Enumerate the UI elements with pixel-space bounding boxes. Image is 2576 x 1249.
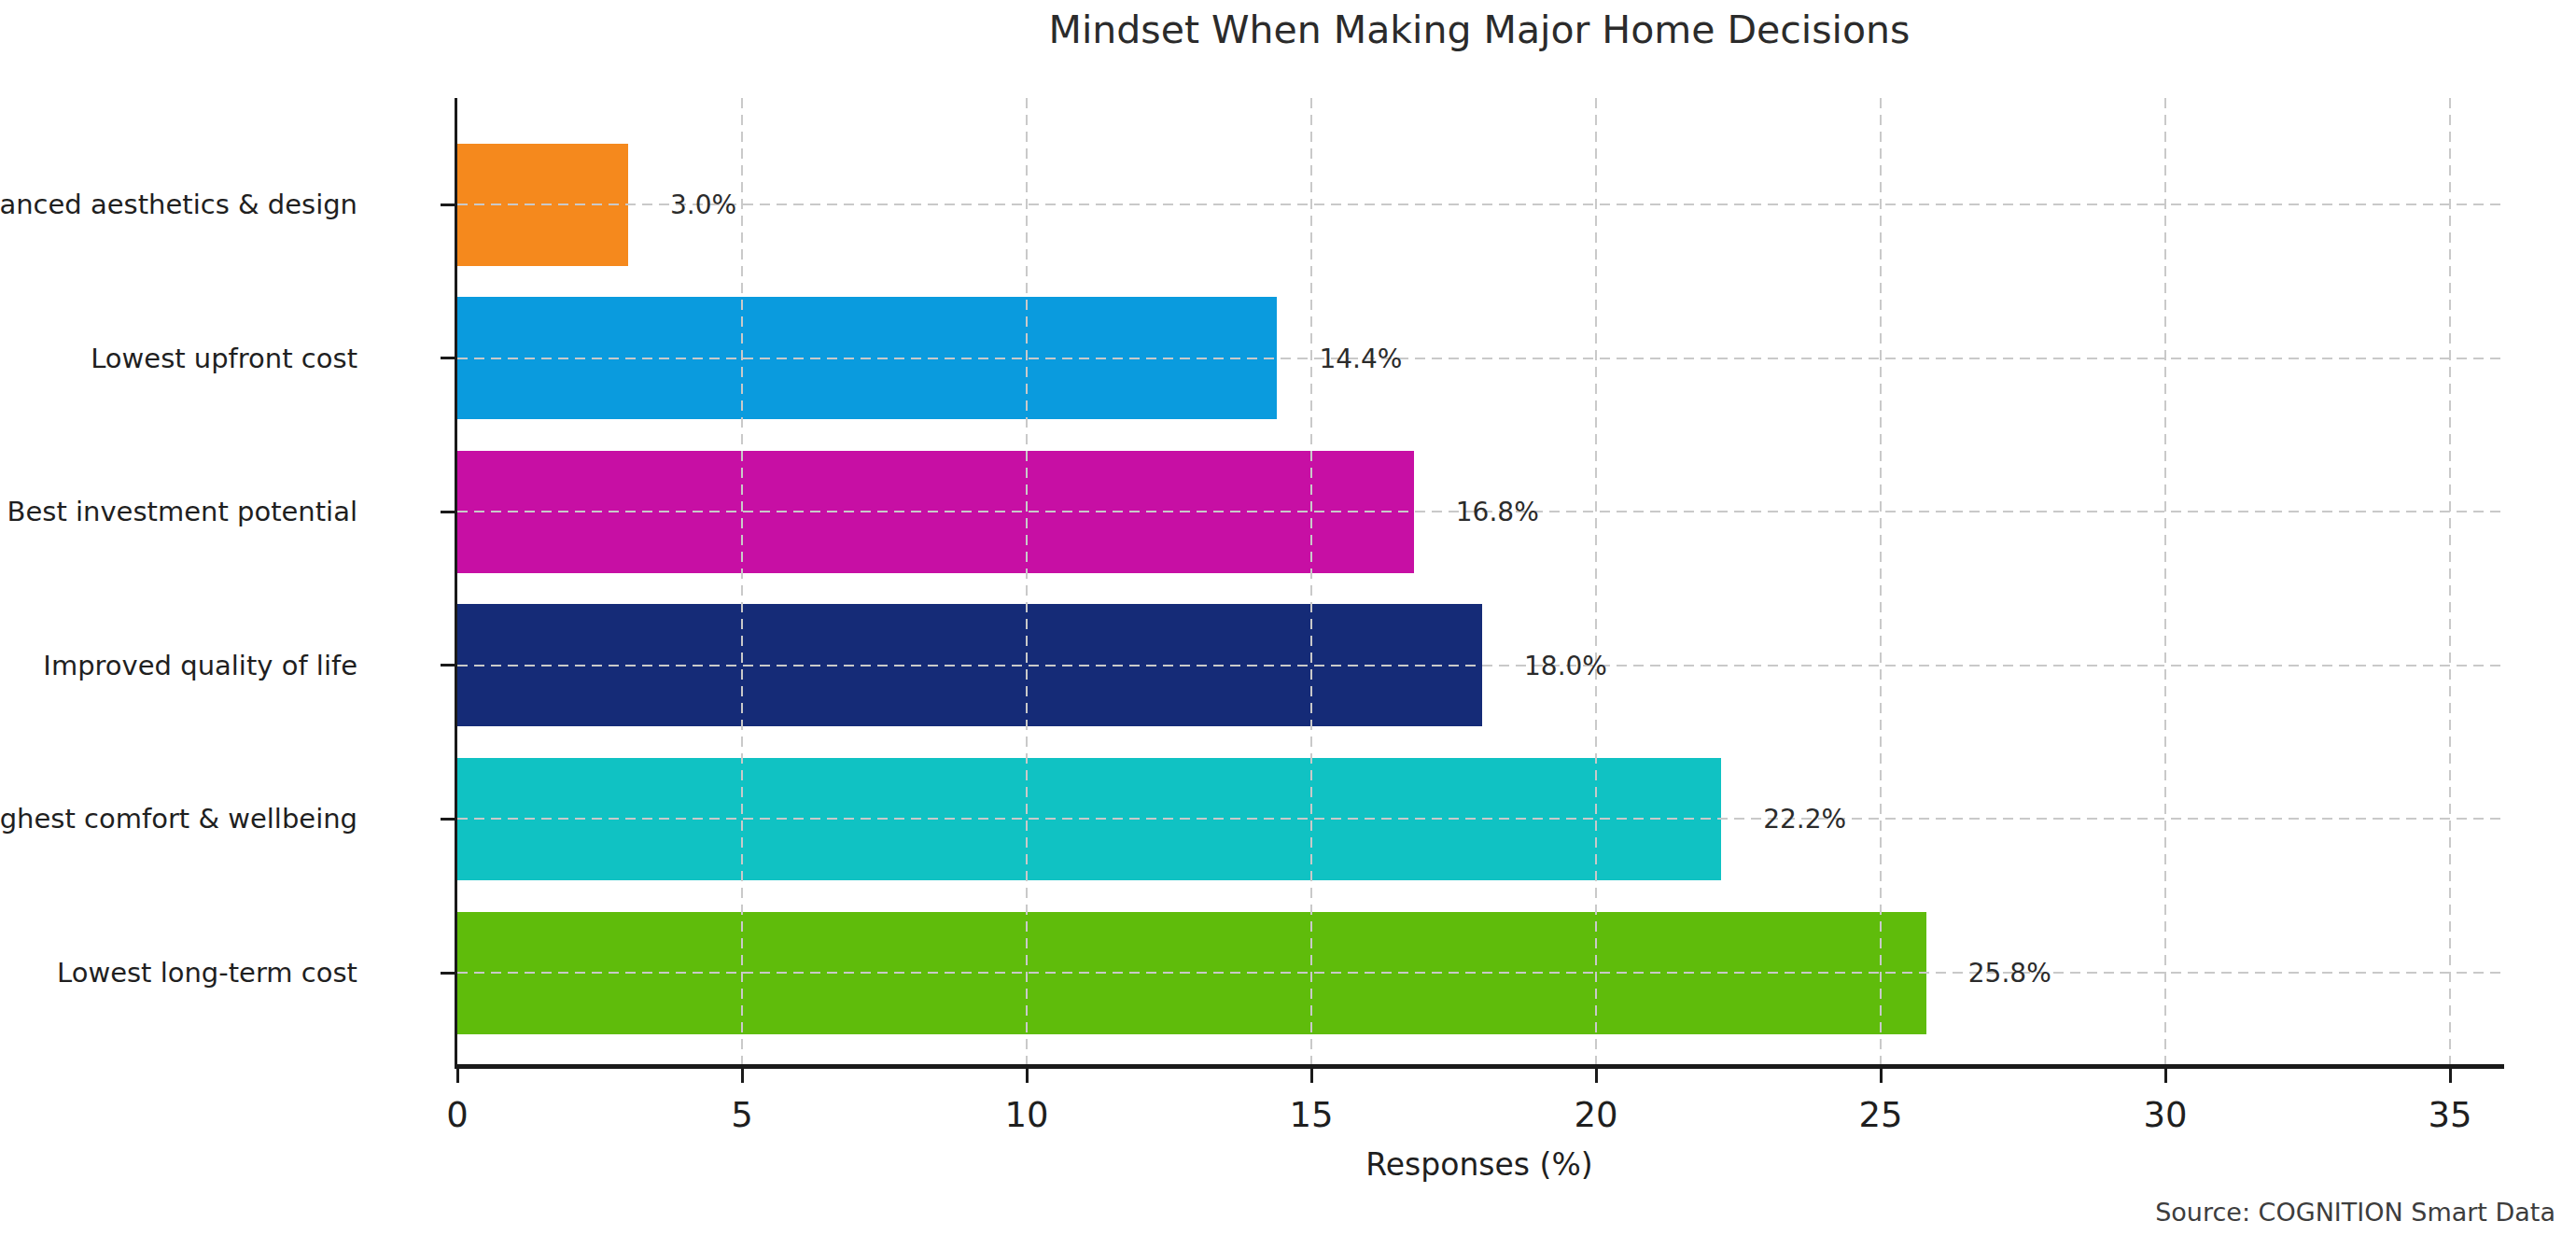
- x-tick-label: 10: [1004, 1095, 1048, 1135]
- x-tick: [2449, 1069, 2452, 1083]
- category-label: Improved quality of life: [0, 650, 357, 681]
- h-gridline: [457, 358, 2504, 359]
- v-gridline: [1880, 98, 1882, 1064]
- v-gridline: [1595, 98, 1597, 1064]
- x-tick: [2164, 1069, 2167, 1083]
- v-gridline: [1026, 98, 1028, 1064]
- bar-value-label: 18.0%: [1524, 650, 1607, 681]
- bar-value-label: 25.8%: [1968, 958, 2051, 989]
- category-label: Lowest long-term cost: [0, 957, 357, 989]
- source-note: Source: COGNITION Smart Data: [2155, 1198, 2555, 1227]
- x-tick-label: 25: [1858, 1095, 1902, 1135]
- x-tick: [1595, 1069, 1598, 1083]
- category-label: Highest comfort & wellbeing: [0, 803, 357, 835]
- x-tick-label: 5: [731, 1095, 753, 1135]
- x-tick: [456, 1069, 459, 1083]
- v-gridline: [1310, 98, 1312, 1064]
- h-gridline: [457, 972, 2504, 974]
- bar-value-label: 14.4%: [1319, 343, 1402, 373]
- x-tick-label: 15: [1289, 1095, 1333, 1135]
- v-gridline: [741, 98, 743, 1064]
- h-gridline: [457, 818, 2504, 820]
- x-tick-label: 20: [1574, 1095, 1617, 1135]
- y-tick: [441, 357, 455, 359]
- x-axis-label: Responses (%): [455, 1146, 2504, 1183]
- bar-value-label: 3.0%: [670, 189, 736, 220]
- h-gridline: [457, 665, 2504, 667]
- x-tick: [1026, 1069, 1029, 1083]
- y-tick: [441, 203, 455, 206]
- h-gridline: [457, 203, 2504, 205]
- v-gridline: [2164, 98, 2166, 1064]
- category-label: Lowest upfront cost: [0, 343, 357, 374]
- x-tick: [1880, 1069, 1883, 1083]
- x-tick-label: 30: [2143, 1095, 2187, 1135]
- bar-value-label: 16.8%: [1456, 497, 1539, 527]
- y-tick: [441, 972, 455, 975]
- x-tick-label: 0: [446, 1095, 469, 1135]
- y-tick: [441, 818, 455, 821]
- x-tick-label: 35: [2428, 1095, 2471, 1135]
- category-label: Best investment potential: [0, 496, 357, 527]
- bar-value-label: 22.2%: [1763, 804, 1846, 835]
- y-tick: [441, 664, 455, 667]
- chart-title: Mindset When Making Major Home Decisions: [455, 7, 2504, 52]
- category-label: Enhanced aesthetics & design: [0, 189, 357, 220]
- y-tick: [441, 511, 455, 513]
- x-tick: [1310, 1069, 1313, 1083]
- v-gridline: [2449, 98, 2451, 1064]
- plot-area: 051015202530353.0%Enhanced aesthetics & …: [455, 98, 2504, 1069]
- x-tick: [741, 1069, 744, 1083]
